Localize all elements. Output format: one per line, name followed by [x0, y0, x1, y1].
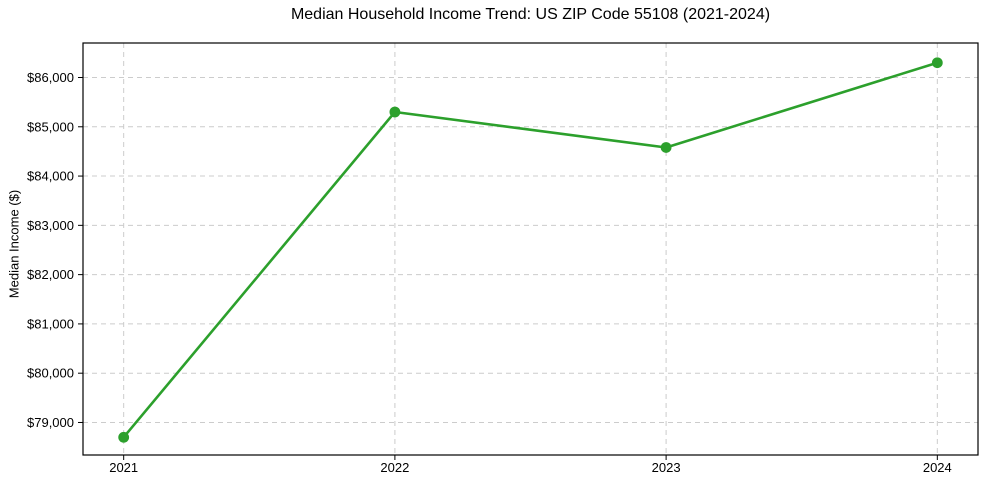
x-tick-label: 2021	[109, 460, 138, 475]
plot-border	[82, 42, 979, 456]
x-tick-label: 2024	[923, 460, 952, 475]
data-point-2022	[389, 106, 401, 118]
data-point-2021	[118, 431, 130, 443]
data-point-2024	[931, 57, 943, 69]
y-tick-label: $85,000	[27, 119, 74, 134]
y-tick-label: $79,000	[27, 415, 74, 430]
data-point-2023	[660, 142, 672, 153]
x-tick-label: 2023	[652, 460, 681, 475]
chart-title: Median Household Income Trend: US ZIP Co…	[290, 6, 771, 23]
y-tick-label: $82,000	[27, 267, 74, 282]
y-tick-label: $83,000	[27, 218, 74, 233]
x-tick-label: 2022	[380, 460, 409, 475]
y-tick-label: $84,000	[27, 169, 74, 184]
y-tick-label: $80,000	[27, 366, 74, 381]
y-tick-label: $81,000	[27, 316, 74, 331]
y-axis-label: Median Income ($)	[6, 189, 22, 299]
trend-line	[122, 61, 939, 439]
y-tick-label: $86,000	[27, 70, 74, 85]
